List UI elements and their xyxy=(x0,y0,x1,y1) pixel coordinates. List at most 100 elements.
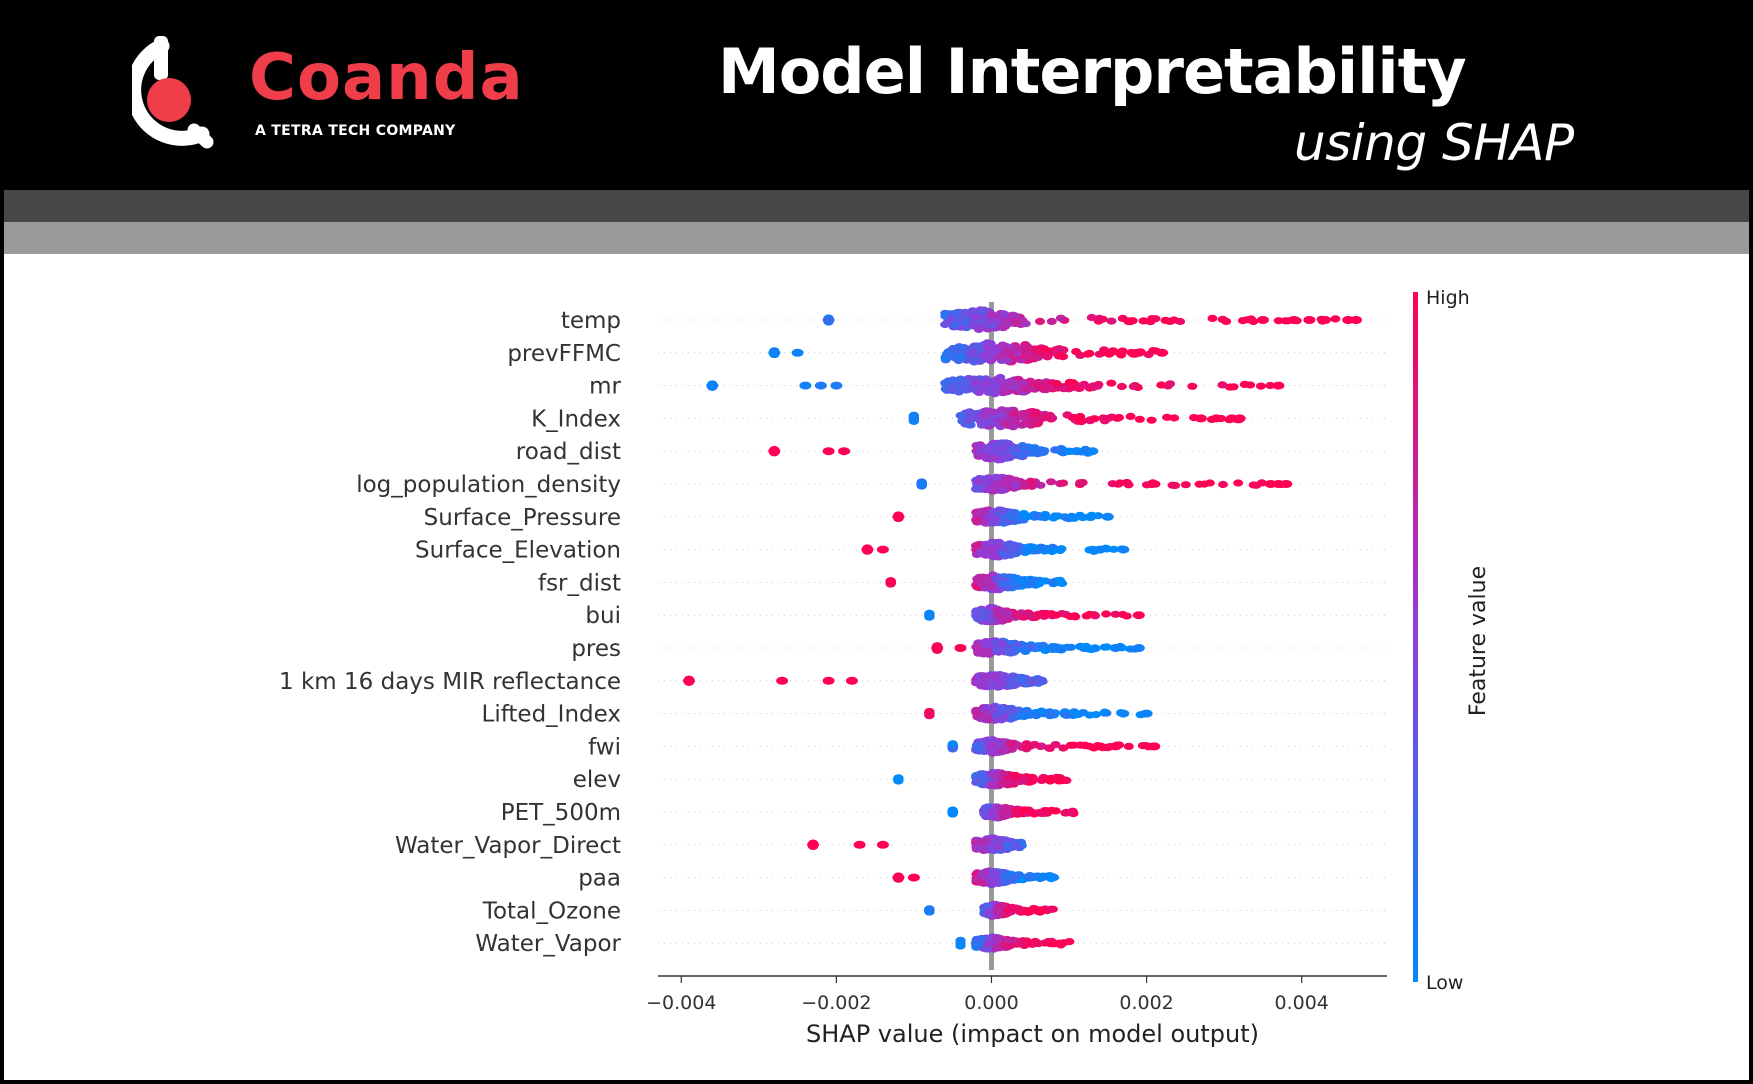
beeswarm-point xyxy=(1005,708,1015,716)
outlier-point xyxy=(814,381,827,390)
beeswarm-point xyxy=(1116,351,1127,359)
beeswarm-point xyxy=(973,441,984,450)
beeswarm-point xyxy=(1056,545,1067,553)
outlier-point xyxy=(876,545,889,554)
beeswarm-point xyxy=(971,935,982,944)
beeswarm-point xyxy=(974,388,984,396)
beeswarm-point xyxy=(1175,317,1186,326)
beeswarm-point xyxy=(1020,410,1030,418)
beeswarm-point xyxy=(1039,514,1050,522)
outlier-point xyxy=(1256,316,1269,324)
beeswarm-point xyxy=(976,507,987,515)
feature-label: PET_500m xyxy=(501,800,621,826)
beeswarm-point xyxy=(1146,416,1157,424)
beeswarm-point xyxy=(976,774,987,782)
beeswarm-point xyxy=(1035,481,1046,489)
beeswarm-point xyxy=(1164,317,1175,325)
colorbar-high-label: High xyxy=(1426,287,1470,309)
beeswarm-point xyxy=(1055,646,1065,654)
beeswarm-point xyxy=(997,507,1008,515)
beeswarm-point xyxy=(1217,381,1228,389)
beeswarm-point xyxy=(1017,613,1028,621)
beeswarm-point xyxy=(970,379,981,387)
beeswarm-point xyxy=(1242,316,1253,324)
beeswarm-point xyxy=(1046,317,1057,325)
beeswarm-point xyxy=(1036,676,1047,684)
outlier-point xyxy=(1109,644,1122,652)
outlier-point xyxy=(1086,447,1099,456)
beeswarm-point xyxy=(971,485,982,493)
outlier-point xyxy=(1101,512,1114,521)
beeswarm-point xyxy=(1033,419,1043,427)
beeswarm-point xyxy=(1022,908,1033,916)
beeswarm-point xyxy=(1061,808,1072,816)
beeswarm-point xyxy=(1035,317,1045,325)
beeswarm-point xyxy=(1146,480,1157,489)
beeswarm-point xyxy=(977,869,988,878)
beeswarm-point xyxy=(1015,939,1026,948)
beeswarm-point xyxy=(1041,609,1052,618)
beeswarm-point xyxy=(964,385,975,393)
feature-label: fwi xyxy=(588,734,621,760)
feature-label: fsr_dist xyxy=(538,570,621,596)
beeswarm-point xyxy=(1021,742,1032,750)
beeswarm-point xyxy=(1046,478,1056,486)
beeswarm-point xyxy=(1001,872,1011,880)
beeswarm-point xyxy=(983,940,994,949)
beeswarm-point xyxy=(1109,348,1119,356)
beeswarm-point xyxy=(991,483,1002,491)
outlier-point xyxy=(1132,644,1145,652)
beeswarm-point xyxy=(1075,479,1086,487)
beeswarm-point xyxy=(987,454,998,462)
beeswarm-point xyxy=(1006,648,1016,656)
logo-ring xyxy=(132,38,210,146)
outlier-point xyxy=(954,644,967,652)
beeswarm-point xyxy=(1004,453,1014,461)
beeswarm-point xyxy=(998,580,1009,588)
feature-label: K_Index xyxy=(531,406,621,432)
beeswarm-point xyxy=(992,934,1003,942)
beeswarm-point xyxy=(985,616,996,624)
beeswarm-point xyxy=(960,319,971,327)
beeswarm-point xyxy=(982,576,993,584)
beeswarm-point xyxy=(962,377,972,385)
x-tick-label: −0.004 xyxy=(646,992,716,1014)
outlier-point xyxy=(892,512,905,521)
beeswarm-point xyxy=(1002,357,1013,365)
beeswarm-point xyxy=(1090,711,1101,719)
beeswarm-point xyxy=(1009,542,1020,550)
beeswarm-point xyxy=(1162,413,1173,421)
outlier-point xyxy=(1156,348,1169,357)
beeswarm-point xyxy=(1045,940,1056,948)
brand-name: Coanda xyxy=(249,41,524,115)
outlier-point xyxy=(822,316,835,324)
beeswarm-point xyxy=(916,480,927,488)
beeswarm-point xyxy=(1167,481,1178,489)
beeswarm-point xyxy=(1106,379,1117,387)
beeswarm-point xyxy=(947,810,958,818)
beeswarm-point xyxy=(1042,353,1053,361)
beeswarm-point xyxy=(1085,383,1095,392)
beeswarm-point xyxy=(973,649,984,657)
beeswarm-point xyxy=(1017,317,1028,325)
beeswarm-point xyxy=(1071,348,1082,356)
beeswarm-point xyxy=(991,345,1002,353)
outlier-point xyxy=(799,381,812,390)
beeswarm-point xyxy=(1003,778,1014,786)
beeswarm-point xyxy=(1031,872,1042,880)
beeswarm-point xyxy=(987,780,998,789)
beeswarm-point xyxy=(1000,319,1011,327)
beeswarm-point xyxy=(885,578,896,586)
beeswarm-point xyxy=(964,408,975,416)
beeswarm-point xyxy=(1068,413,1079,421)
beeswarm-point xyxy=(1103,414,1114,422)
beeswarm-point xyxy=(1093,512,1104,520)
beeswarm-point xyxy=(1035,449,1046,457)
beeswarm-point xyxy=(985,340,996,348)
outlier-point xyxy=(892,873,905,882)
beeswarm-point xyxy=(1116,382,1127,391)
beeswarm-point xyxy=(1008,509,1019,517)
beeswarm-point xyxy=(974,573,985,581)
beeswarm-point xyxy=(947,386,958,395)
